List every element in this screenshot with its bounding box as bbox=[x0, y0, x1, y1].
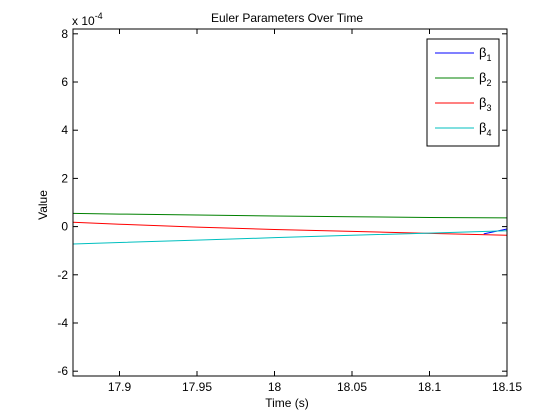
y-multiplier-base: x 10 bbox=[72, 14, 95, 28]
series-line-beta-4 bbox=[72, 230, 508, 245]
axes-layer bbox=[72, 28, 508, 377]
x-tick-label: 18.15 bbox=[492, 380, 522, 394]
legend-label-beta-1: β1 bbox=[479, 45, 492, 63]
series-layer bbox=[72, 212, 508, 245]
x-tick-label: 18.1 bbox=[418, 380, 442, 394]
legend-label-sub: 2 bbox=[486, 78, 491, 88]
legend-label-beta-3: β3 bbox=[479, 95, 492, 113]
x-tick-label: 18.05 bbox=[337, 380, 367, 394]
y-tick-label: 2 bbox=[61, 171, 68, 185]
legend-label-sub: 1 bbox=[486, 53, 491, 63]
legend-label-beta-2: β2 bbox=[479, 70, 492, 88]
y-tick-label: 0 bbox=[61, 220, 68, 234]
tick-layer: 17.9 17.95 18 18.05 18.1 18.15 -6 -4 -2 0 2 4 6 8 bbox=[57, 27, 522, 394]
legend-label-base: β bbox=[479, 95, 486, 110]
x-tick-label: 17.95 bbox=[182, 380, 212, 394]
series-line-beta-2 bbox=[72, 212, 508, 219]
legend-label-base: β bbox=[479, 120, 486, 135]
legend-label-beta-4: β4 bbox=[479, 120, 492, 138]
x-tick-label: 18 bbox=[268, 380, 282, 394]
x-axis-label: Time (s) bbox=[265, 396, 309, 410]
x-tick-label: 17.9 bbox=[108, 380, 132, 394]
svg-text:x 10-4: x 10-4 bbox=[72, 11, 103, 28]
y-multiplier-exponent: -4 bbox=[95, 11, 103, 21]
y-axis-label: Value bbox=[36, 190, 50, 220]
legend-label-sub: 4 bbox=[486, 128, 491, 138]
legend-label-base: β bbox=[479, 70, 486, 85]
chart-title: Euler Parameters Over Time bbox=[211, 11, 363, 25]
y-tick-label: -4 bbox=[57, 316, 68, 330]
y-tick-label: 8 bbox=[61, 27, 68, 41]
y-tick-label: 6 bbox=[61, 75, 68, 89]
legend-label-sub: 3 bbox=[486, 103, 491, 113]
legend-label-base: β bbox=[479, 45, 486, 60]
y-multiplier-label: x 10-4 bbox=[72, 11, 103, 28]
y-tick-label: -2 bbox=[57, 268, 68, 282]
axes-box bbox=[72, 28, 508, 377]
y-tick-label: 4 bbox=[61, 123, 68, 137]
y-tick-label: -6 bbox=[57, 364, 68, 378]
